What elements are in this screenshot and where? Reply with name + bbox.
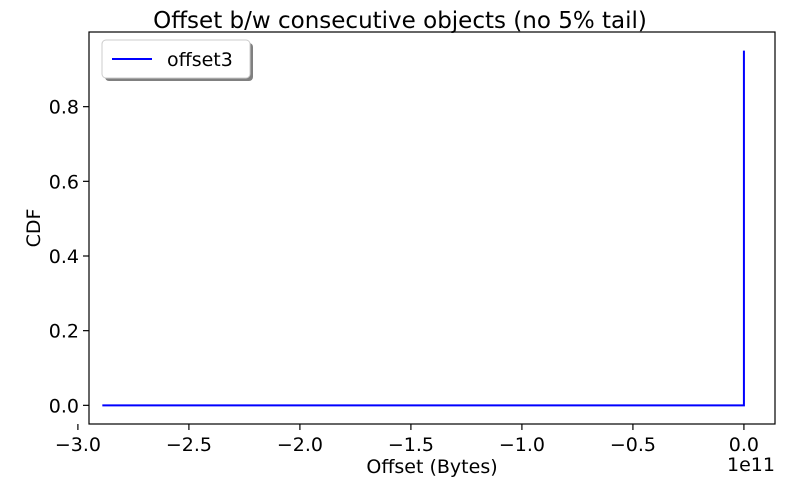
plot-area: [88, 31, 776, 425]
y-tick-label: 0.8: [49, 97, 79, 119]
legend-box: [101, 39, 251, 79]
chart-title: Offset b/w consecutive objects (no 5% ta…: [153, 8, 647, 34]
series-layer: [102, 50, 745, 407]
x-tick-label: −2.5: [166, 434, 212, 456]
x-tick-label: −1.0: [499, 434, 545, 456]
y-axis-label: CDF: [23, 209, 45, 248]
y-tick-label: 0.6: [49, 171, 79, 193]
x-tick-label: −1.5: [388, 434, 434, 456]
x-axis-offset-text: 1e11: [727, 454, 775, 476]
x-tick-label: −2.0: [277, 434, 323, 456]
plot-frame: [88, 31, 776, 425]
series-line-offset3: [102, 50, 745, 407]
x-tick-label: −0.5: [610, 434, 656, 456]
x-axis: −3.0 −2.5 −2.0 −1.5 −1.0 −0.5 0.0: [55, 424, 759, 456]
legend-label: offset3: [167, 49, 233, 71]
y-axis: 0.0 0.2 0.4 0.6 0.8: [49, 97, 89, 417]
x-tick-label: 0.0: [729, 434, 759, 456]
y-tick-label: 0.2: [49, 321, 79, 343]
legend: offset3: [101, 39, 253, 81]
x-axis-label: Offset (Bytes): [366, 456, 497, 478]
y-tick-label: 0.4: [49, 246, 79, 268]
y-tick-label: 0.0: [49, 395, 79, 417]
x-tick-label: −3.0: [55, 434, 101, 456]
